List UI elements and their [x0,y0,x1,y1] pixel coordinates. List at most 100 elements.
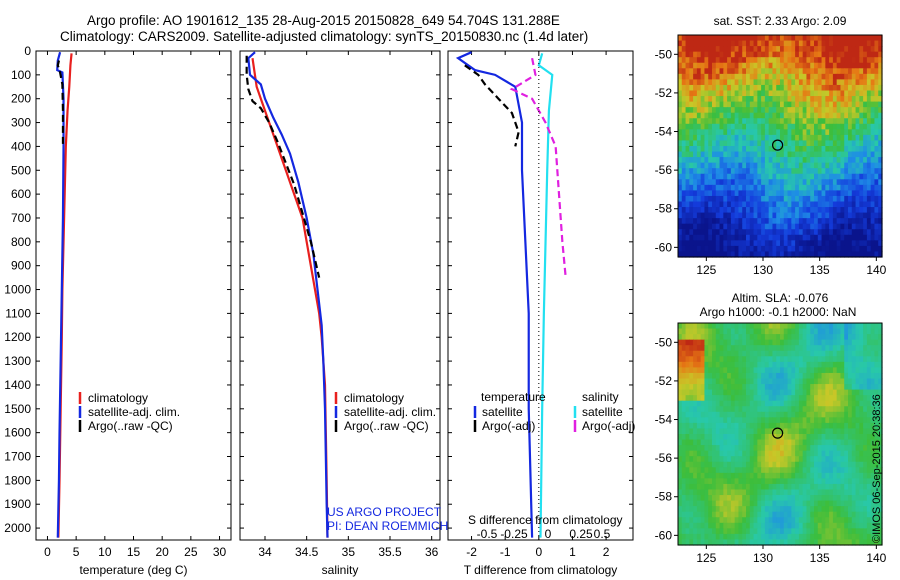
heatmap-cell [821,151,826,158]
heatmap-cell [874,201,879,208]
heatmap-cell [746,73,751,80]
heatmap-cell [821,400,826,407]
heatmap-cell [693,428,698,435]
heatmap-cell [780,168,785,175]
heatmap-cell [723,367,728,374]
heatmap-cell [757,179,762,186]
heatmap-cell [821,207,826,214]
heatmap-cell [678,201,683,208]
heatmap-cell [870,234,876,241]
heatmap-cell [678,179,683,186]
heatmap-cell [780,118,785,125]
heatmap-cell [768,223,774,230]
heatmap-cell [742,195,747,203]
heatmap-cell [764,356,770,363]
heatmap-cell [825,500,830,507]
heatmap-cell [787,334,792,341]
heatmap-cell [757,350,762,357]
heatmap-cell [840,389,845,396]
heatmap-cell [727,101,732,108]
heatmap-cell [730,90,736,97]
heatmap-cell [795,96,800,103]
heatmap-cell [700,162,706,169]
heatmap-cell [795,251,800,258]
heatmap-cell [730,157,736,164]
heatmap-cell [700,372,706,380]
heatmap-cell [783,445,789,452]
heatmap-cell [806,422,811,430]
heatmap-cell [708,328,713,335]
heatmap-cell [848,112,853,119]
heatmap-cell [768,528,774,535]
heatmap-cell [798,528,804,535]
heatmap-cell [829,73,834,80]
heatmap-cell [814,517,819,524]
heatmap-cell [814,445,819,452]
heatmap-cell [715,489,721,496]
heatmap-cell [848,40,853,47]
heatmap-cell [851,350,857,357]
heatmap-cell [681,495,687,502]
heatmap-cell [764,400,770,407]
heatmap-cell [878,378,883,385]
heatmap-cell [764,51,770,58]
heatmap-cell [855,378,860,385]
heatmap-cell [859,422,864,430]
heatmap-cell [693,190,698,197]
heatmap-cell [757,500,762,507]
heatmap-cell [746,112,751,119]
heatmap-cell [719,245,724,253]
heatmap-cell [730,223,736,230]
heatmap-cell [814,483,819,491]
heatmap-cell [727,434,732,441]
heatmap-cell [844,500,849,507]
heatmap-cell [712,73,717,80]
heatmap-cell [859,151,864,158]
heatmap-cell [844,361,849,368]
heatmap-cell [806,184,811,191]
heatmap-cell [851,46,857,53]
heatmap-cell [715,207,721,214]
heatmap-cell [776,168,781,175]
heatmap-cell [761,539,766,546]
heatmap-cell [825,201,830,208]
heatmap-cell [730,179,736,186]
heatmap-cell [708,35,713,42]
heatmap-cell [681,339,687,346]
heatmap-cell [848,190,853,197]
heatmap-cell [704,101,709,108]
heatmap-cell [787,450,792,457]
heatmap-cell [704,372,709,380]
heatmap-cell [772,384,777,391]
heatmap-cell [693,201,698,208]
heatmap-cell [791,500,796,507]
heatmap-cell [700,406,706,413]
heatmap-cell [825,46,830,53]
heatmap-cell [764,107,770,114]
heatmap-cell [715,517,721,524]
heatmap-cell [878,40,883,47]
heatmap-cell [730,146,736,153]
heatmap-cell [859,411,864,418]
heatmap-cell [715,229,721,236]
heatmap-cell [844,101,849,108]
heatmap-cell [836,445,842,452]
heatmap-cell [776,339,781,346]
heatmap-cell [772,456,777,463]
heatmap-cell [802,179,808,186]
heatmap-cell [791,40,796,47]
heatmap-cell [776,334,781,341]
heatmap-cell [757,339,762,346]
heatmap-cell [730,162,736,169]
heatmap-cell [798,173,804,180]
heatmap-cell [753,445,758,452]
heatmap-cell [764,495,770,502]
heatmap-cell [712,96,717,103]
heatmap-cell [764,79,770,86]
heatmap-cell [810,378,815,385]
heatmap-cell [727,40,732,47]
heatmap-cell [742,112,747,119]
heatmap-cell [866,151,872,158]
heatmap-cell [863,350,868,357]
heatmap-cell [874,101,879,108]
